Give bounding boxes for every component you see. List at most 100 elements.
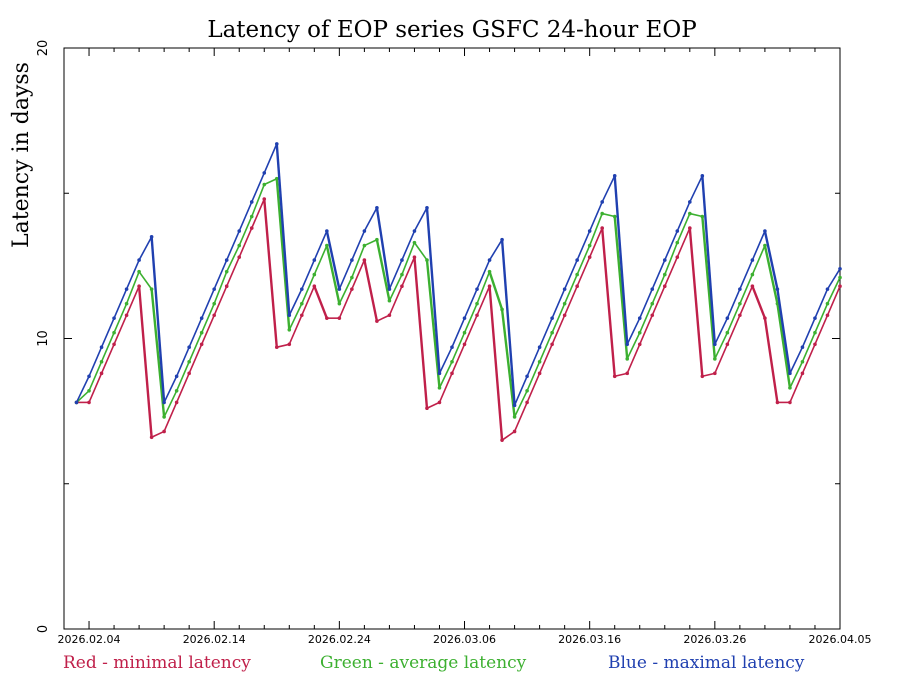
data-point — [99, 359, 104, 364]
data-point — [625, 371, 630, 376]
data-point — [437, 400, 442, 405]
series-line-segment — [425, 207, 441, 374]
series-line-segment — [814, 288, 829, 319]
data-point — [124, 313, 129, 318]
series-line-segment — [463, 288, 478, 319]
series-line-segment — [676, 213, 691, 243]
series-line-segment — [438, 361, 453, 389]
series-line-segment — [426, 401, 440, 409]
data-point — [650, 301, 655, 306]
series-line-segment — [626, 343, 641, 374]
data-point — [437, 371, 442, 376]
data-point — [662, 272, 667, 277]
series-line-segment — [100, 343, 115, 374]
series-line-segment — [614, 372, 628, 378]
data-point — [249, 214, 254, 219]
series-line-segment — [826, 277, 841, 304]
series-line-segment — [275, 143, 291, 316]
data-point — [537, 345, 542, 350]
series-line-segment — [451, 343, 466, 374]
data-point — [575, 258, 579, 262]
data-point — [375, 205, 379, 210]
data-point — [87, 388, 91, 393]
series-line-segment — [250, 184, 266, 217]
x-tick-label: 2026.04.05 — [809, 633, 872, 646]
series-line-segment — [401, 230, 416, 261]
data-point — [637, 316, 642, 320]
data-point — [350, 275, 354, 280]
data-point — [112, 330, 116, 335]
series-line-segment — [701, 216, 717, 359]
series-line-segment — [251, 172, 265, 203]
series-line-segment — [563, 285, 578, 316]
series-line-segment — [413, 207, 428, 232]
data-point — [688, 211, 692, 216]
data-point — [600, 226, 604, 230]
series-line-segment — [313, 245, 328, 275]
data-point — [587, 243, 592, 248]
data-point — [750, 284, 755, 289]
data-point — [387, 298, 392, 303]
data-point — [300, 287, 304, 291]
data-point — [262, 197, 267, 201]
series-line-segment — [702, 372, 716, 378]
x-tick-label: 2026.02.14 — [183, 633, 246, 646]
data-point — [675, 229, 680, 233]
series-line-segment — [301, 285, 316, 316]
data-point — [713, 357, 717, 361]
data-point — [412, 240, 417, 245]
data-point — [738, 313, 742, 318]
series-line-segment — [163, 375, 178, 403]
series-line-segment — [500, 239, 516, 406]
data-point — [475, 313, 479, 318]
data-point — [187, 345, 191, 350]
data-point — [625, 342, 630, 347]
data-point — [750, 272, 755, 277]
data-point — [800, 345, 805, 350]
series-line-segment — [789, 346, 804, 374]
series-line-segment — [763, 317, 779, 403]
data-point — [237, 243, 242, 248]
data-point — [362, 258, 367, 262]
series-line-segment — [363, 207, 378, 232]
data-point — [162, 415, 166, 419]
series-line-segment — [613, 216, 629, 359]
data-point — [462, 330, 467, 335]
series-line-segment — [513, 375, 528, 406]
data-point — [312, 258, 317, 262]
data-point — [149, 287, 154, 291]
series-line-segment — [476, 259, 491, 290]
series-line-segment — [375, 207, 391, 290]
series-line-segment — [714, 332, 729, 360]
series-line-segment — [238, 201, 253, 232]
data-point — [462, 342, 467, 347]
data-point — [237, 255, 242, 259]
data-point — [162, 429, 166, 434]
series-line-segment — [213, 259, 228, 290]
data-point — [212, 287, 216, 291]
legend-entry: Red - minimal latency — [63, 653, 251, 673]
series-line-segment — [338, 259, 353, 290]
series-line-segment — [113, 288, 128, 319]
series-line-segment — [538, 332, 553, 363]
series-line-segment — [639, 314, 653, 345]
data-point — [725, 342, 730, 347]
data-point — [825, 313, 830, 318]
series-line-segment — [639, 288, 653, 319]
series-line-segment — [351, 245, 366, 278]
data-point — [525, 400, 529, 405]
data-point — [312, 272, 317, 277]
data-point — [738, 301, 742, 306]
series-line-segment — [751, 230, 766, 261]
data-point — [775, 400, 780, 405]
series-line-segment — [376, 314, 390, 322]
data-point — [287, 342, 292, 347]
data-point — [212, 313, 216, 318]
data-point — [137, 258, 141, 262]
data-point — [713, 371, 717, 376]
series-line-segment — [275, 178, 291, 330]
series-line-segment — [263, 177, 278, 186]
series-line-segment — [639, 303, 653, 334]
data-point — [675, 240, 680, 245]
